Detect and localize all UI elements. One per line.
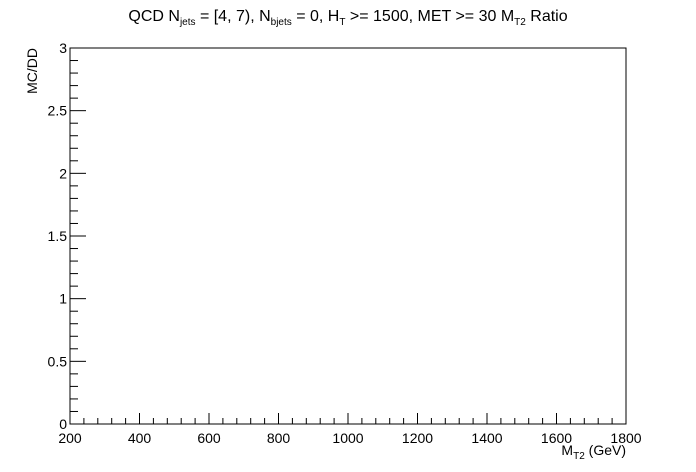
x-tick-label: 400 (128, 430, 152, 446)
y-tick-label: 0 (59, 416, 67, 432)
x-axis-ticks (69, 413, 627, 424)
y-tick-label: 0.5 (48, 353, 68, 369)
y-axis-ticks (70, 47, 86, 425)
x-tick-label: 1600 (541, 430, 572, 446)
chart-title: QCD Njets = [4, 7), Nbjets = 0, HT >= 15… (128, 8, 568, 29)
x-tick-label: 600 (197, 430, 221, 446)
axes-frame (69, 47, 627, 425)
axes-box (69, 47, 627, 425)
y-tick-label: 3 (59, 40, 67, 56)
y-tick-label: 1.5 (48, 228, 68, 244)
x-tick-label: 800 (267, 430, 291, 446)
y-tick-label: 2 (59, 165, 67, 181)
y-axis-tick-labels: 0 0.5 1 1.5 2 2.5 3 (48, 40, 68, 432)
x-tick-label: 1000 (332, 430, 363, 446)
x-axis-title: MT2 (GeV) (561, 442, 626, 462)
x-tick-label: 1200 (402, 430, 433, 446)
x-tick-label: 1800 (610, 430, 641, 446)
y-tick-label: 1 (59, 291, 67, 307)
y-axis-title: MC/DD (24, 48, 40, 94)
y-tick-label: 2.5 (48, 103, 68, 119)
x-axis-tick-labels: 200 400 600 800 1000 1200 1400 1600 1800 (58, 430, 641, 446)
x-tick-label: 200 (58, 430, 82, 446)
x-tick-label: 1400 (471, 430, 502, 446)
